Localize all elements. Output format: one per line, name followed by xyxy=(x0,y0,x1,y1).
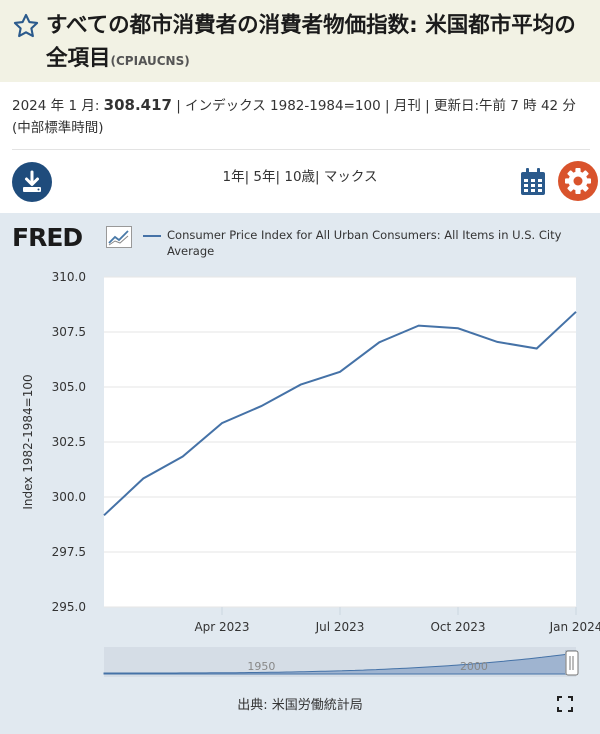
navigator-handle[interactable] xyxy=(565,650,579,676)
y-tick-label: 305.0 xyxy=(52,380,86,394)
x-tick-label: Jul 2023 xyxy=(315,620,365,634)
y-tick-label: 295.0 xyxy=(52,600,86,614)
navigator-label: 2000 xyxy=(460,660,488,673)
settings-button[interactable] xyxy=(558,161,598,201)
navigator-label: 1950 xyxy=(247,660,275,673)
legend-swatch xyxy=(143,235,161,237)
fred-sparkline-icon xyxy=(106,226,132,248)
chart-container: FRED Consumer Price Index for All Urban … xyxy=(0,213,600,734)
legend-label: Consumer Price Index for All Urban Consu… xyxy=(167,228,562,258)
download-button[interactable] xyxy=(12,162,52,202)
download-icon xyxy=(23,170,41,192)
line-chart: 310.0 307.5 305.0 302.5 300.0 297.5 295.0 Apr … xyxy=(21,270,600,677)
range-5y[interactable]: 5年 xyxy=(253,169,276,185)
page-title: すべての都市消費者の消費者物価指数: 米国都市平均の全項目(CPIAUCNS) xyxy=(46,9,594,78)
y-tick-label: 307.5 xyxy=(52,325,86,339)
expand-icon[interactable] xyxy=(557,696,573,712)
fred-logo: FRED xyxy=(12,223,83,252)
y-tick-label: 300.0 xyxy=(52,490,86,504)
range-sep: | xyxy=(315,169,324,185)
source-note: 出典: 米国労働統計局 xyxy=(237,698,363,713)
series-line xyxy=(103,311,577,517)
x-tick-label: Oct 2023 xyxy=(430,620,485,634)
range-1y[interactable]: 1年 xyxy=(222,169,245,185)
x-tick-label: Apr 2023 xyxy=(194,620,249,634)
y-tick-label: 302.5 xyxy=(52,435,86,449)
range-sep: | xyxy=(275,169,285,185)
y-tick-label: 310.0 xyxy=(52,270,86,284)
chart-toolbar: 1年| 5年| 10歳| マックス xyxy=(0,155,600,210)
observation-value: 308.417 xyxy=(103,96,172,114)
range-selector: 1年| 5年| 10歳| マックス xyxy=(0,165,600,185)
x-tick-label: Jan 2024 xyxy=(549,620,600,634)
series-code: (CPIAUCNS) xyxy=(110,54,190,68)
navigator-area xyxy=(103,652,577,675)
star-icon[interactable] xyxy=(12,12,40,40)
gear-icon xyxy=(565,168,591,194)
observation-date: 2024 年 1 月: xyxy=(12,98,100,114)
series-details: | インデックス 1982-1984=100 | 月刊 | 更新日:午前 7 時… xyxy=(12,98,576,136)
y-tick-label: 297.5 xyxy=(52,545,86,559)
range-max[interactable]: マックス xyxy=(323,169,378,185)
series-title: すべての都市消費者の消費者物価指数: 米国都市平均の全項目 xyxy=(46,13,576,71)
title-bar: すべての都市消費者の消費者物価指数: 米国都市平均の全項目(CPIAUCNS) xyxy=(0,0,600,82)
range-10y[interactable]: 10歳 xyxy=(284,169,316,185)
series-meta: 2024 年 1 月: 308.417 | インデックス 1982-1984=1… xyxy=(12,94,592,139)
y-axis-label: Index 1982-1984=100 xyxy=(21,374,35,509)
calendar-icon[interactable] xyxy=(519,167,547,197)
range-sep: | xyxy=(244,169,254,185)
divider xyxy=(12,149,590,150)
